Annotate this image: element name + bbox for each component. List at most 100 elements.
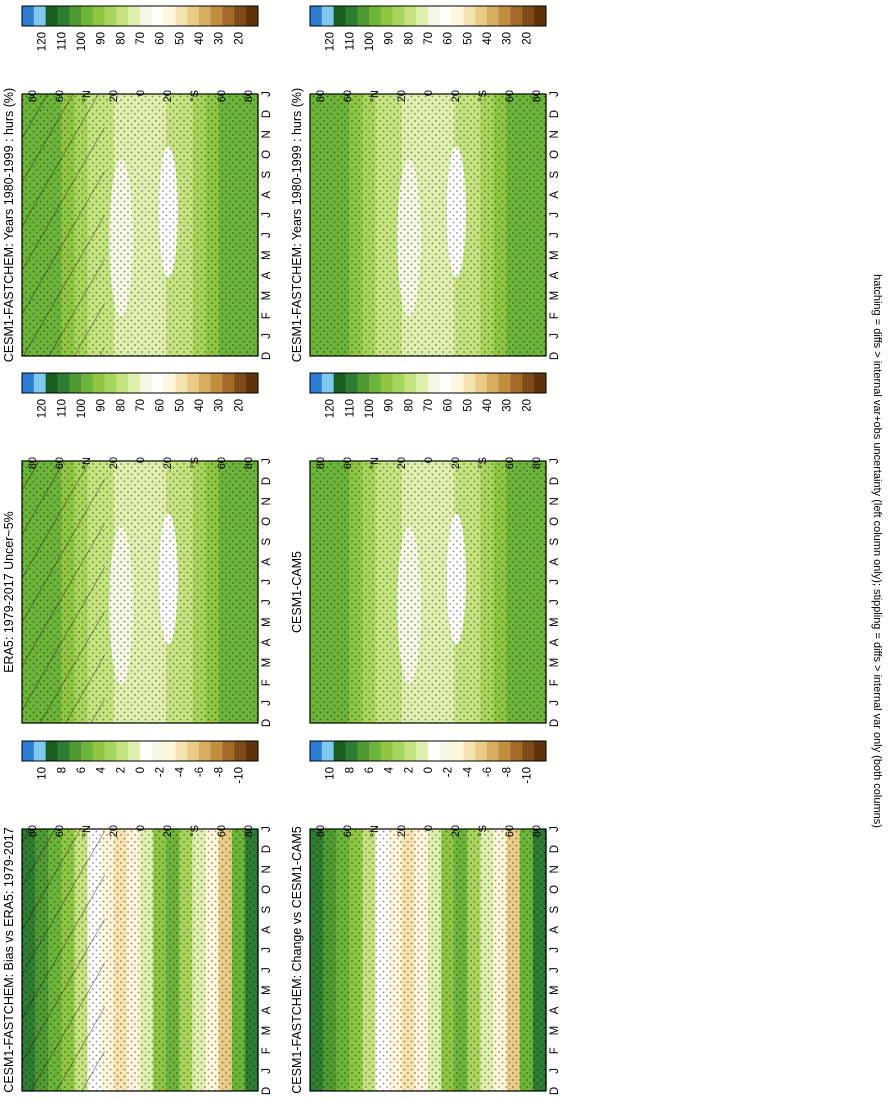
colorbar-label: 60	[155, 32, 167, 45]
lat-tick-label: 20	[108, 457, 120, 469]
colorbar-swatch	[116, 6, 129, 26]
colorbar-swatch	[357, 373, 370, 393]
colorbar-swatch	[487, 6, 500, 26]
colorbar-swatch	[357, 741, 370, 761]
lat-tick-label: 60	[216, 457, 228, 469]
month-tick-label: M	[261, 617, 273, 627]
colorbar-swatch	[128, 6, 141, 26]
colorbar-label: 0	[135, 767, 147, 773]
month-tick-label: J	[549, 700, 561, 706]
colorbar-label: 30	[214, 32, 226, 45]
colorbar-swatch	[510, 373, 523, 393]
lat-tick-label: 0	[135, 90, 147, 96]
colorbar-label: -6	[194, 767, 206, 777]
colorbar-swatch	[380, 6, 393, 26]
colorbar-label: 120	[325, 32, 337, 51]
colorbar-label: 20	[233, 32, 245, 45]
month-tick-label: N	[261, 130, 273, 138]
colorbar-swatch	[246, 741, 259, 761]
colorbar-swatch	[69, 741, 82, 761]
colorbar-swatch	[522, 6, 535, 26]
colorbar-label: 20	[521, 399, 533, 412]
hatching-overlay	[22, 829, 105, 1091]
colorbar-label: 90	[384, 399, 396, 412]
colorbar-swatch	[57, 741, 70, 761]
month-tick-label: A	[261, 191, 273, 199]
colorbar-swatch	[210, 373, 223, 393]
lat-tick-label: 20	[108, 90, 120, 102]
plot-frame	[309, 93, 547, 357]
colorbar-label: 50	[174, 32, 186, 45]
colorbar-swatch	[321, 741, 334, 761]
panel-title: ERA5: 1979-2017 Uncer~5%	[2, 511, 16, 673]
colorbar-swatch	[451, 6, 464, 26]
colorbar-label: -2	[443, 767, 455, 777]
colorbar-swatch	[92, 741, 105, 761]
colorbar-label: 90	[96, 32, 108, 45]
colorbar-swatch	[487, 373, 500, 393]
colorbar-swatch	[33, 6, 46, 26]
lat-tick-label: 0	[423, 90, 435, 96]
colorbar-swatch	[199, 741, 212, 761]
colorbar-swatch	[234, 741, 247, 761]
colorbar-label: 30	[214, 399, 226, 412]
month-tick-label: D	[261, 352, 273, 360]
colorbar-swatch	[392, 6, 405, 26]
lat-tick-label: 60	[216, 825, 228, 837]
colorbar-label: 30	[502, 399, 514, 412]
month-tick-label: J	[549, 1068, 561, 1074]
colorbar-swatch	[369, 373, 382, 393]
colorbar-label: -4	[462, 766, 474, 777]
lat-tick-label: 80	[243, 825, 255, 837]
month-tick-label: A	[549, 1006, 561, 1014]
colorbar-label: 6	[76, 767, 88, 773]
colorbar-swatch	[380, 373, 393, 393]
colorbar-label: 110	[344, 399, 356, 417]
panel-title: CESM1-FASTCHEM: Years 1980-1999 : hurs (…	[290, 88, 304, 362]
colorbar-swatch	[416, 741, 429, 761]
colorbar-swatch	[81, 6, 94, 26]
colorbar: 120 110 100 90 80 70 60 50 40 30 20	[309, 372, 547, 418]
colorbar-swatch	[45, 741, 58, 761]
lat-tick-label: 20	[162, 90, 174, 102]
colorbar-label: 4	[384, 766, 396, 773]
month-tick-label: A	[261, 558, 273, 566]
month-tick-label: F	[549, 1047, 561, 1054]
colorbar-swatch	[310, 6, 323, 26]
colorbar-swatch	[333, 741, 346, 761]
colorbar-swatch	[534, 6, 547, 26]
colorbar-label: 70	[135, 32, 147, 45]
month-tick-label: N	[261, 865, 273, 873]
colorbar-swatch	[428, 373, 441, 393]
lat-tick-label: 20	[396, 825, 408, 837]
lat-tick-label: 0	[423, 825, 435, 831]
colorbar-swatch	[428, 6, 441, 26]
colorbar-swatch	[522, 373, 535, 393]
month-tick-label: A	[261, 926, 273, 934]
month-tick-label: D	[549, 352, 561, 360]
colorbar-swatch	[534, 373, 547, 393]
colorbar-frame	[309, 740, 547, 762]
month-tick-label: D	[549, 110, 561, 118]
month-tick-label: J	[549, 91, 561, 97]
colorbar-swatch	[104, 6, 117, 26]
colorbar-label: 40	[194, 32, 206, 45]
lat-tick-label: 20	[450, 825, 462, 837]
lat-tick-label: 20	[450, 457, 462, 469]
month-tick-label: J	[261, 458, 273, 464]
colorbar-label: 110	[56, 32, 68, 50]
colorbar: 10 8 6 4 2 0 -2 -4 -6 -8 -10	[309, 740, 547, 784]
month-tick-label: M	[549, 985, 561, 995]
lat-tick-label: 80	[243, 457, 255, 469]
month-tick-label: N	[549, 497, 561, 505]
lat-tick-label: 80	[315, 90, 327, 102]
month-tick-label: O	[549, 150, 561, 159]
chart-panel: CESM1-FASTCHEM: Years 1980-1999 : hurs (…	[2, 5, 273, 362]
colorbar-label: 120	[37, 32, 49, 51]
lat-tick-label: 0	[423, 457, 435, 463]
lat-tick-label: 80	[27, 90, 39, 102]
colorbar-swatch	[404, 373, 417, 393]
colorbar-label: 2	[403, 767, 415, 773]
colorbar-label: 100	[364, 399, 376, 418]
colorbar-swatch	[321, 6, 334, 26]
